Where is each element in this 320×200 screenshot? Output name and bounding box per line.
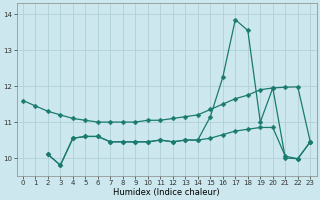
X-axis label: Humidex (Indice chaleur): Humidex (Indice chaleur) (113, 188, 220, 197)
